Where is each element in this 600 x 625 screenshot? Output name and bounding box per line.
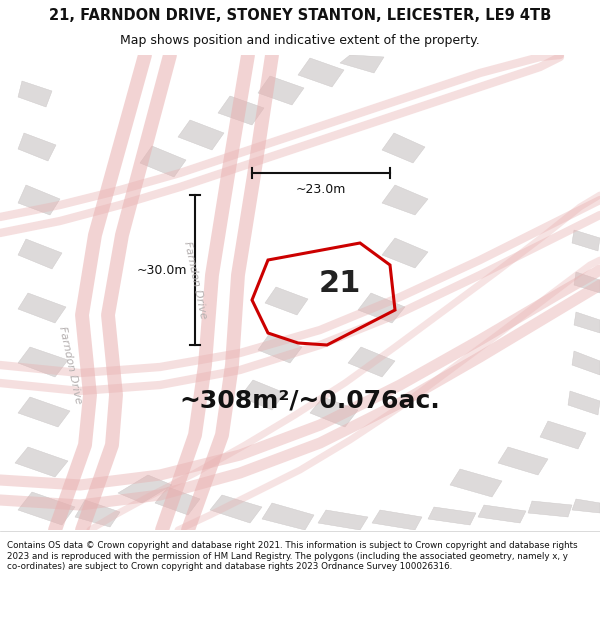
Polygon shape xyxy=(498,447,548,475)
Polygon shape xyxy=(540,421,586,449)
Text: 21, FARNDON DRIVE, STONEY STANTON, LEICESTER, LE9 4TB: 21, FARNDON DRIVE, STONEY STANTON, LEICE… xyxy=(49,8,551,23)
Polygon shape xyxy=(382,185,428,215)
Polygon shape xyxy=(155,487,200,515)
Polygon shape xyxy=(18,239,62,269)
Polygon shape xyxy=(450,469,502,497)
Polygon shape xyxy=(382,133,425,163)
Polygon shape xyxy=(265,287,308,315)
Polygon shape xyxy=(358,293,405,323)
Text: ~308m²/~0.076ac.: ~308m²/~0.076ac. xyxy=(179,388,440,412)
Polygon shape xyxy=(18,133,56,161)
Polygon shape xyxy=(568,391,600,415)
Polygon shape xyxy=(258,333,302,363)
Polygon shape xyxy=(572,499,600,513)
Polygon shape xyxy=(372,510,422,530)
Polygon shape xyxy=(348,347,395,377)
Text: ~23.0m: ~23.0m xyxy=(296,183,346,196)
Polygon shape xyxy=(18,347,68,377)
Polygon shape xyxy=(428,507,476,525)
Text: Farndon Drive: Farndon Drive xyxy=(182,240,208,320)
Polygon shape xyxy=(310,397,358,427)
Text: Farndon Drive: Farndon Drive xyxy=(57,325,83,405)
Polygon shape xyxy=(382,238,428,268)
Polygon shape xyxy=(340,55,384,73)
Polygon shape xyxy=(478,505,526,523)
Polygon shape xyxy=(18,81,52,107)
Polygon shape xyxy=(298,58,344,87)
Polygon shape xyxy=(528,501,572,517)
Text: ~30.0m: ~30.0m xyxy=(137,264,187,276)
Polygon shape xyxy=(258,76,304,105)
Polygon shape xyxy=(218,96,264,125)
Text: Contains OS data © Crown copyright and database right 2021. This information is : Contains OS data © Crown copyright and d… xyxy=(7,541,578,571)
Polygon shape xyxy=(572,351,600,375)
Polygon shape xyxy=(318,510,368,530)
Text: 21: 21 xyxy=(319,269,361,298)
Polygon shape xyxy=(18,293,66,323)
Polygon shape xyxy=(118,475,172,503)
Polygon shape xyxy=(15,447,68,477)
Polygon shape xyxy=(240,380,285,410)
Polygon shape xyxy=(18,492,75,525)
Polygon shape xyxy=(572,230,600,251)
Polygon shape xyxy=(75,500,120,527)
Polygon shape xyxy=(18,397,70,427)
Polygon shape xyxy=(574,312,600,333)
Polygon shape xyxy=(18,185,60,215)
Polygon shape xyxy=(262,503,314,530)
Polygon shape xyxy=(574,272,600,293)
Text: Map shows position and indicative extent of the property.: Map shows position and indicative extent… xyxy=(120,34,480,48)
Polygon shape xyxy=(178,120,224,150)
Polygon shape xyxy=(140,146,186,177)
Polygon shape xyxy=(210,495,262,523)
